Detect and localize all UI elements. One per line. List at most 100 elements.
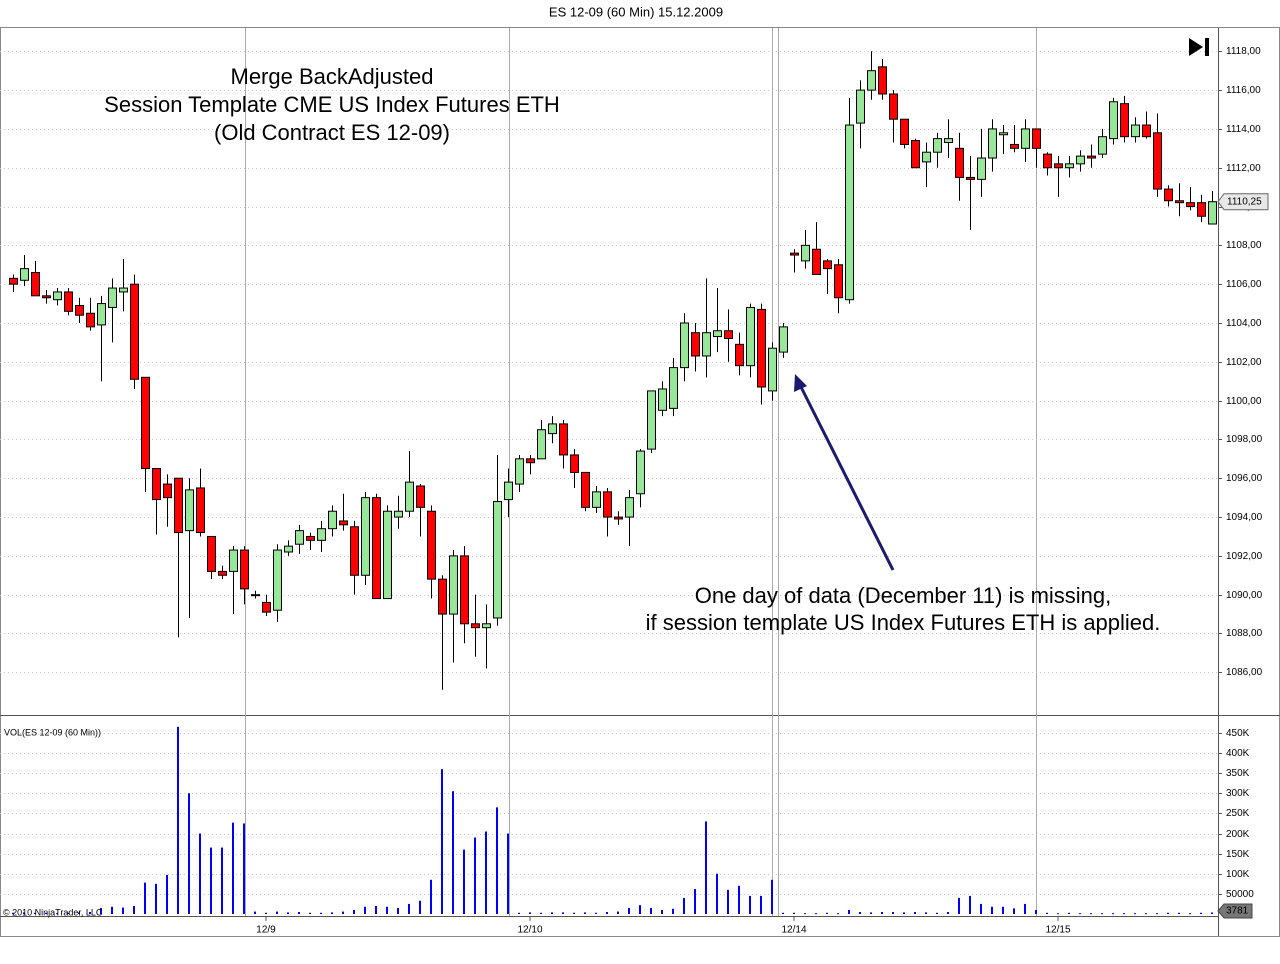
- candle-body: [966, 176, 975, 180]
- volume-bar: [1211, 912, 1213, 914]
- volume-bar: [793, 912, 795, 914]
- candle-body: [119, 287, 128, 293]
- volume-bar: [375, 905, 377, 914]
- candle-body: [64, 291, 73, 312]
- candle-body: [922, 151, 931, 163]
- candle-body: [460, 555, 469, 625]
- candle-body: [130, 283, 139, 380]
- candle-body: [988, 128, 997, 159]
- plot-area: 1086,00 1088,00 1090,00 1092,00 1094,00 1096,…: [0, 46, 1269, 936]
- volume-bar: [408, 903, 410, 914]
- volume-bar: [1112, 913, 1114, 915]
- volume-bar: [562, 912, 564, 914]
- x-tick-label: 12/14: [781, 925, 806, 936]
- candle-body: [339, 520, 348, 526]
- volume-bar: [298, 911, 300, 914]
- candle-body: [361, 497, 370, 576]
- candle-body: [394, 510, 403, 518]
- candle-body: [1131, 124, 1140, 138]
- volume-bar: [23, 912, 25, 914]
- candle-body: [878, 66, 887, 95]
- y-tick-label: 1102,00: [1226, 357, 1262, 368]
- candle-body: [944, 138, 953, 143]
- play-icon[interactable]: [1189, 38, 1203, 56]
- candle-body: [977, 157, 986, 180]
- candle-body: [240, 549, 249, 590]
- candle-body: [1098, 136, 1107, 155]
- candle-body: [592, 491, 601, 508]
- volume-bar: [45, 912, 47, 914]
- y-tick-label: 100K: [1226, 869, 1250, 880]
- candle-body: [86, 312, 95, 328]
- volume-bar: [221, 847, 223, 914]
- volume-bar: [232, 822, 234, 914]
- candle-body: [680, 322, 689, 369]
- candle-body: [768, 347, 777, 392]
- volume-bar: [177, 726, 179, 914]
- candle-body: [1175, 200, 1184, 204]
- volume-bar: [430, 879, 432, 914]
- volume-bar: [859, 911, 861, 914]
- candle-body: [251, 594, 260, 597]
- y-tick-label: 1090,00: [1226, 590, 1263, 601]
- candle-body: [97, 303, 106, 326]
- volume-bar: [1079, 913, 1081, 915]
- volume-bar: [155, 883, 157, 914]
- candle-body: [889, 93, 898, 120]
- volume-bar: [199, 833, 201, 914]
- y-tick-label: 400K: [1226, 748, 1250, 759]
- candle-body: [405, 481, 414, 512]
- candle-body: [372, 497, 381, 600]
- volume-bar: [254, 911, 256, 914]
- candle-body: [1043, 153, 1052, 169]
- volume-bar: [749, 895, 751, 914]
- candle-body: [1142, 124, 1151, 138]
- volume-bar: [188, 793, 190, 914]
- candle-body: [581, 471, 590, 508]
- candle-body: [812, 248, 821, 275]
- end-bar[interactable]: [1205, 38, 1209, 56]
- candle-body: [658, 388, 667, 411]
- x-tick-label: 12/10: [517, 925, 542, 936]
- candle-body: [625, 497, 634, 518]
- candle-body: [570, 454, 579, 473]
- scroll-end-button[interactable]: [1189, 38, 1209, 56]
- candle-body: [691, 332, 700, 357]
- volume-bar: [848, 909, 850, 914]
- y-tick-label: 1092,00: [1226, 551, 1263, 562]
- volume-bar: [474, 837, 476, 914]
- candle-body: [548, 423, 557, 435]
- y-tick-label: 350K: [1226, 768, 1250, 779]
- volume-bar: [914, 911, 916, 914]
- annotation: (Old Contract ES 12-09): [214, 120, 450, 145]
- candle-body: [416, 485, 425, 508]
- volume-bar: [1123, 913, 1125, 915]
- volume-bar: [540, 912, 542, 914]
- volume-bar: [419, 900, 421, 914]
- volume-bar: [595, 912, 597, 914]
- volume-bar: [78, 912, 80, 914]
- volume-bar: [342, 911, 344, 914]
- volume-bar: [903, 912, 905, 914]
- volume-bar: [705, 821, 707, 914]
- candle-body: [163, 483, 172, 499]
- candle-body: [647, 390, 656, 450]
- volume-bar: [507, 833, 509, 914]
- candle-body: [53, 291, 62, 301]
- arrow-head: [794, 374, 807, 392]
- candle-body: [856, 89, 865, 124]
- candle-body: [757, 308, 766, 388]
- candle-body: [845, 124, 854, 301]
- candle-body: [790, 252, 799, 256]
- volume-bar: [958, 897, 960, 914]
- candle-body: [383, 510, 392, 600]
- candle-body: [1032, 128, 1041, 149]
- volume-bar: [628, 907, 630, 914]
- y-tick-label: 450K: [1226, 728, 1250, 739]
- volume-bar: [727, 889, 729, 914]
- volume-bar: [573, 912, 575, 914]
- volume-bar: [1068, 912, 1070, 914]
- candle-body: [515, 458, 524, 485]
- last-volume-flag: [1217, 903, 1253, 919]
